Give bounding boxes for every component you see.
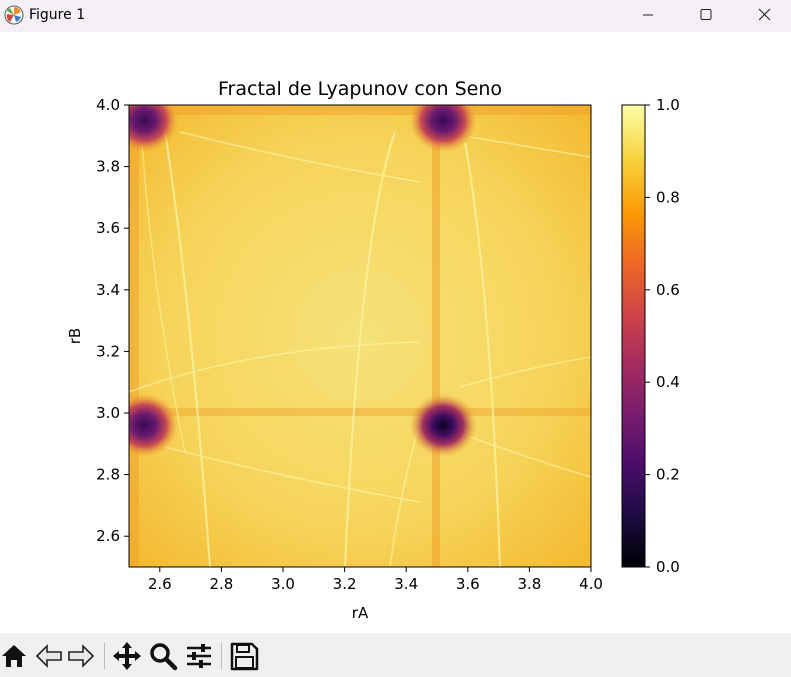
colorbar-tick-label: 0.2 xyxy=(656,466,680,484)
zoom-icon xyxy=(150,643,178,671)
heatmap-curve xyxy=(459,356,591,388)
close-button[interactable] xyxy=(735,0,791,30)
y-tick-label: 3.4 xyxy=(96,281,120,299)
minimize-button[interactable] xyxy=(619,0,677,30)
navigation-toolbar xyxy=(0,633,791,677)
back-button[interactable] xyxy=(34,641,64,671)
sliders-icon xyxy=(187,644,211,668)
y-tick-label: 2.8 xyxy=(96,466,120,484)
colorbar-tick-label: 0.0 xyxy=(656,558,680,576)
colorbar-axis: 0.0 0.2 0.4 0.6 0.8 1.0 xyxy=(645,96,680,576)
x-tick-label: 3.6 xyxy=(456,575,480,593)
maximize-button[interactable] xyxy=(677,0,735,30)
window-title: Figure 1 xyxy=(29,7,86,23)
heatmap-band xyxy=(129,105,591,115)
heatmap-band xyxy=(432,105,440,567)
back-arrow-icon xyxy=(35,644,62,668)
x-tick-label: 2.8 xyxy=(209,575,233,593)
heatmap-curve xyxy=(164,131,211,567)
x-tick-label: 3.4 xyxy=(394,575,418,593)
heatmap-curve xyxy=(139,111,186,453)
colorbar-tick-label: 0.8 xyxy=(656,188,680,206)
home-icon xyxy=(2,645,26,667)
heatmap-curve xyxy=(164,446,421,503)
heatmap-band xyxy=(129,408,591,416)
toolbar-separator xyxy=(221,643,222,669)
colorbar xyxy=(622,105,645,567)
pan-button[interactable] xyxy=(112,641,142,671)
heatmap-band xyxy=(129,105,139,567)
home-button[interactable] xyxy=(0,641,30,671)
save-icon xyxy=(230,642,259,671)
heatmap-curve xyxy=(464,141,501,567)
save-button[interactable] xyxy=(229,641,259,671)
y-tick-label: 2.6 xyxy=(96,527,120,545)
heatmap-curve xyxy=(179,131,421,183)
heatmap-dark-spots xyxy=(129,105,478,458)
dark-spot xyxy=(409,105,478,153)
figure-canvas[interactable]: 2.6 2.8 3.0 3.2 3.4 3.6 3.8 4.0 2.6 2.8 3.0 3.2 3.4… xyxy=(0,32,791,632)
x-tick-label: 3.8 xyxy=(517,575,541,593)
heatmap-curve xyxy=(129,341,421,393)
dark-spot xyxy=(129,393,179,458)
y-tick-label: 4.0 xyxy=(96,96,120,114)
plot-frame xyxy=(128,104,592,568)
x-tick-label: 3.0 xyxy=(271,575,295,593)
maximize-icon xyxy=(700,9,712,20)
x-tick-label: 4.0 xyxy=(579,575,603,593)
x-tick-label: 3.2 xyxy=(333,575,357,593)
y-tick-label: 3.6 xyxy=(96,219,120,237)
heatmap-image xyxy=(129,105,591,567)
colorbar-tick-label: 1.0 xyxy=(656,96,680,114)
x-axis: 2.6 2.8 3.0 3.2 3.4 3.6 3.8 4.0 xyxy=(148,567,603,593)
forward-arrow-icon xyxy=(68,644,95,668)
matplotlib-app-icon xyxy=(4,5,24,25)
move-icon xyxy=(113,642,141,670)
y-tick-label: 3.0 xyxy=(96,404,120,422)
chart-svg: 2.6 2.8 3.0 3.2 3.4 3.6 3.8 4.0 2.6 2.8 3.0 3.2 3.4… xyxy=(66,78,680,622)
close-icon xyxy=(758,8,771,21)
colorbar-tick-label: 0.4 xyxy=(656,373,680,391)
forward-button[interactable] xyxy=(66,641,96,671)
dark-spot xyxy=(409,393,478,458)
y-tick-label: 3.8 xyxy=(96,158,120,176)
toolbar-separator xyxy=(104,643,105,669)
y-tick-label: 3.2 xyxy=(96,342,120,360)
y-axis: 2.6 2.8 3.0 3.2 3.4 3.6 3.8 4.0 xyxy=(96,96,129,545)
x-axis-label: rA xyxy=(352,604,369,622)
y-axis-label: rB xyxy=(66,328,84,344)
colorbar-tick-label: 0.6 xyxy=(656,281,680,299)
chart-title: Fractal de Lyapunov con Seno xyxy=(218,78,502,100)
heatmap-curve xyxy=(344,131,396,567)
zoom-button[interactable] xyxy=(148,641,178,671)
colorbar-frame xyxy=(621,104,646,568)
heatmap-curve xyxy=(469,436,591,478)
title-bar: Figure 1 xyxy=(0,0,791,32)
minimize-icon xyxy=(643,14,653,16)
heatmap-curve xyxy=(469,136,591,158)
dark-spot xyxy=(129,105,179,153)
x-tick-label: 2.6 xyxy=(148,575,172,593)
configure-subplots-button[interactable] xyxy=(184,641,214,671)
